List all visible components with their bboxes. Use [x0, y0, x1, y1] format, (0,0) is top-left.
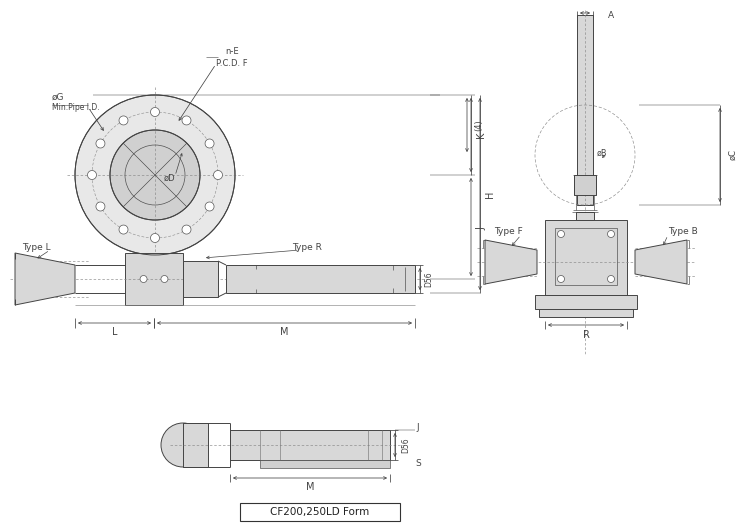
Text: J: J — [476, 228, 486, 230]
Text: øD: øD — [164, 173, 175, 182]
Bar — [535, 295, 637, 309]
Text: CF200,250LD Form: CF200,250LD Form — [270, 507, 370, 517]
Circle shape — [88, 170, 97, 179]
Bar — [183, 423, 208, 467]
Bar — [577, 15, 593, 205]
Bar — [226, 265, 415, 293]
Text: øC: øC — [728, 149, 737, 161]
Bar — [240, 503, 400, 521]
Circle shape — [608, 276, 614, 282]
Text: øB: øB — [597, 148, 608, 157]
Circle shape — [96, 202, 105, 211]
Circle shape — [140, 276, 147, 282]
Circle shape — [214, 170, 223, 179]
Bar — [260, 460, 390, 468]
Bar — [555, 228, 617, 285]
Text: L: L — [112, 327, 117, 337]
Circle shape — [557, 276, 565, 282]
Circle shape — [119, 225, 128, 234]
Text: S: S — [416, 459, 421, 468]
Text: Type B: Type B — [668, 228, 698, 237]
Text: A: A — [608, 11, 614, 20]
Bar — [230, 430, 390, 460]
Polygon shape — [15, 253, 75, 305]
Bar — [539, 309, 633, 317]
Text: J: J — [417, 422, 419, 431]
Text: n-E: n-E — [225, 47, 238, 56]
Text: Type R: Type R — [292, 243, 322, 252]
Polygon shape — [485, 240, 537, 284]
Circle shape — [151, 107, 160, 117]
Circle shape — [205, 139, 214, 148]
Bar — [125, 253, 183, 305]
Text: D56: D56 — [401, 437, 410, 453]
Text: R: R — [583, 330, 590, 340]
Circle shape — [161, 423, 205, 467]
Circle shape — [182, 225, 191, 234]
Circle shape — [110, 130, 200, 220]
Bar — [545, 220, 627, 295]
Text: (4): (4) — [475, 119, 484, 131]
Circle shape — [557, 230, 565, 237]
Circle shape — [119, 116, 128, 125]
Text: øG: øG — [52, 93, 64, 102]
Circle shape — [608, 230, 614, 237]
Circle shape — [96, 139, 105, 148]
Text: K: K — [476, 132, 486, 138]
Text: Type L: Type L — [22, 243, 51, 252]
Text: Min.Pipe I.D.: Min.Pipe I.D. — [52, 104, 100, 112]
Circle shape — [205, 202, 214, 211]
Text: M: M — [280, 327, 289, 337]
Bar — [576, 212, 594, 220]
Text: D56: D56 — [424, 271, 433, 287]
Text: H: H — [485, 190, 495, 198]
Bar — [574, 175, 596, 195]
Polygon shape — [635, 240, 687, 284]
Circle shape — [182, 116, 191, 125]
Text: Type F: Type F — [494, 228, 522, 237]
Circle shape — [161, 276, 168, 282]
Text: P.C.D. F: P.C.D. F — [216, 59, 248, 68]
Circle shape — [151, 234, 160, 243]
Text: M: M — [306, 482, 314, 492]
Polygon shape — [183, 261, 218, 297]
Circle shape — [75, 95, 235, 255]
